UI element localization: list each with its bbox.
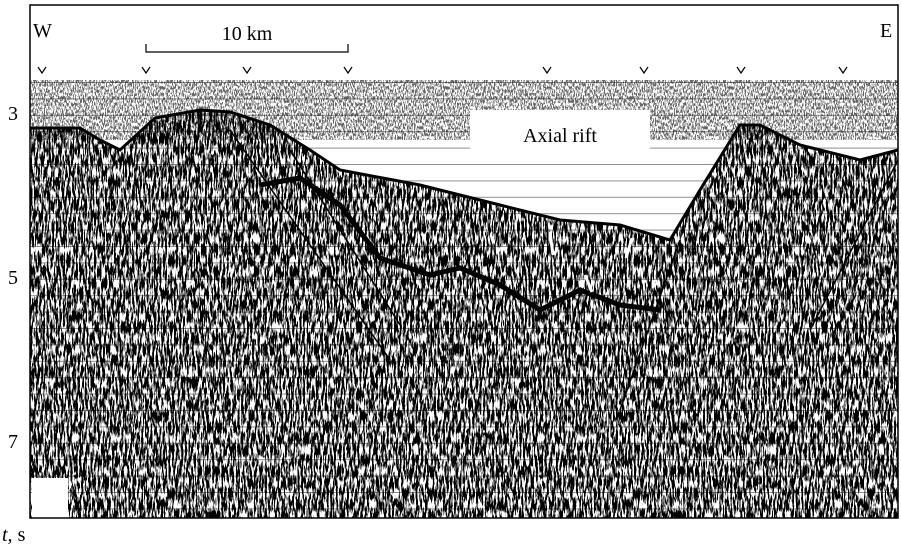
axis-tick-label: 5 <box>8 267 18 289</box>
left-label: W <box>33 20 52 42</box>
right-label: E <box>880 20 892 42</box>
header-background <box>30 5 898 75</box>
axis-label: t, s <box>2 524 25 547</box>
annotation: Axial rift <box>523 125 597 147</box>
seismic-profile: W E 10 km Axial rift 3 5 7 <box>0 0 901 548</box>
scale-label: 10 km <box>222 23 273 45</box>
axis-tick-label: 7 <box>8 431 18 453</box>
axis-tick-label: 3 <box>8 103 18 125</box>
blank-patch <box>32 478 68 518</box>
section <box>30 5 898 520</box>
figure: W E 10 km Axial rift 3 5 7 t, s <box>0 0 901 548</box>
